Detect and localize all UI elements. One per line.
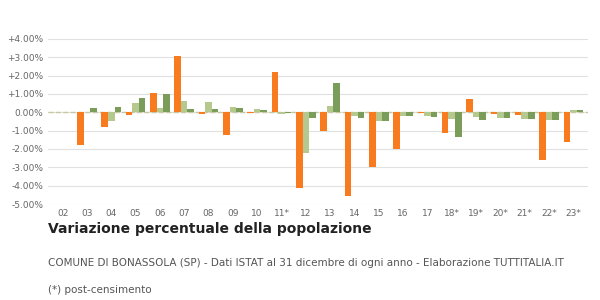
Bar (406, 112, 413, 116)
Bar (563, 112, 570, 142)
Text: Variazione percentuale della popolazione: Variazione percentuale della popolazione (48, 222, 371, 236)
Bar (382, 112, 389, 122)
Bar (272, 72, 278, 112)
Legend: Bonassola, Provincia di SP, Liguria: Bonassola, Provincia di SP, Liguria (191, 0, 445, 2)
Bar (455, 112, 461, 137)
Bar (139, 98, 145, 112)
Bar (539, 112, 546, 160)
Bar (334, 83, 340, 112)
Bar (442, 112, 448, 133)
Bar (115, 107, 121, 112)
Bar (101, 112, 108, 127)
Bar (504, 112, 510, 118)
Bar (553, 112, 559, 120)
Bar (230, 107, 236, 112)
Bar (223, 112, 230, 135)
Bar (515, 112, 521, 115)
Bar (181, 101, 187, 112)
Bar (247, 112, 254, 113)
Bar (491, 112, 497, 114)
Bar (327, 106, 334, 112)
Bar (212, 109, 218, 112)
Bar (302, 112, 309, 153)
Bar (77, 112, 83, 145)
Bar (175, 56, 181, 112)
Bar (126, 112, 132, 115)
Bar (309, 112, 316, 118)
Bar (344, 112, 351, 196)
Bar (199, 112, 205, 114)
Bar (369, 112, 376, 167)
Bar (285, 112, 292, 113)
Bar (150, 93, 157, 112)
Bar (320, 112, 327, 131)
Bar (431, 112, 437, 117)
Text: COMUNE DI BONASSOLA (SP) - Dati ISTAT al 31 dicembre di ogni anno - Elaborazione: COMUNE DI BONASSOLA (SP) - Dati ISTAT al… (48, 258, 564, 268)
Bar (479, 112, 486, 120)
Bar (132, 103, 139, 112)
Bar (521, 112, 528, 119)
Text: (*) post-censimento: (*) post-censimento (48, 285, 152, 295)
Bar (108, 112, 115, 122)
Bar (296, 112, 302, 188)
Bar (570, 110, 577, 112)
Bar (497, 112, 504, 118)
Bar (90, 108, 97, 112)
Bar (400, 112, 406, 116)
Bar (466, 100, 473, 112)
Bar (448, 112, 455, 119)
Bar (260, 110, 267, 112)
Bar (254, 109, 260, 112)
Bar (376, 112, 382, 122)
Bar (351, 112, 358, 116)
Bar (278, 112, 285, 114)
Bar (157, 108, 163, 112)
Bar (393, 112, 400, 149)
Bar (358, 112, 364, 118)
Bar (163, 94, 170, 112)
Bar (577, 110, 583, 112)
Bar (473, 112, 479, 117)
Bar (205, 102, 212, 112)
Bar (528, 112, 535, 119)
Bar (187, 109, 194, 112)
Bar (418, 112, 424, 113)
Bar (236, 108, 243, 112)
Bar (424, 112, 431, 116)
Bar (546, 112, 553, 120)
